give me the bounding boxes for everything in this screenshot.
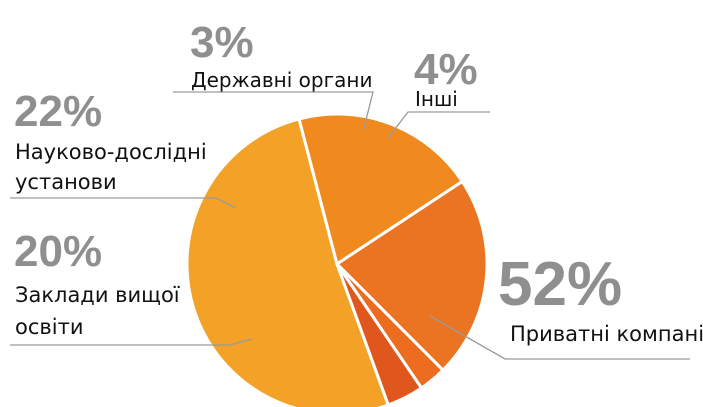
category-label-research-line2: установи [15, 170, 117, 194]
leader-line-research [10, 197, 237, 209]
category-label-government: Державні органи [191, 68, 372, 92]
pie-slice-other [335, 262, 423, 407]
value-label-other: 4% [414, 45, 478, 94]
category-label-other: Інші [415, 87, 458, 111]
value-label-universities: 20% [14, 227, 102, 276]
pie-slice-research [335, 180, 489, 372]
value-label-companies: 52% [498, 250, 622, 319]
category-label-universities-line1: Заклади вищої [15, 283, 180, 307]
pie-slices [185, 112, 489, 407]
leader-line-other [387, 111, 490, 139]
category-label-companies: Приватні компанії [510, 322, 703, 346]
leader-line-government [173, 91, 374, 133]
leader-line-universities [10, 338, 253, 346]
leader-line-companies [429, 315, 690, 360]
value-label-research: 22% [14, 87, 102, 136]
pie-slice-companies [185, 117, 390, 407]
category-label-universities-line2: освіти [15, 315, 84, 339]
category-label-research-line1: Науково-дослідні [15, 140, 207, 164]
pie-slice-universities [297, 112, 464, 266]
value-label-government: 3% [190, 18, 254, 67]
